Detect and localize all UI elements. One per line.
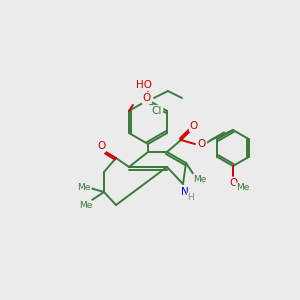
Text: Me: Me bbox=[193, 175, 207, 184]
Text: Cl: Cl bbox=[152, 106, 162, 116]
Text: H: H bbox=[188, 194, 194, 202]
Text: HO: HO bbox=[136, 80, 152, 90]
Text: Me: Me bbox=[79, 202, 93, 211]
Text: O: O bbox=[143, 93, 151, 103]
Text: O: O bbox=[198, 139, 206, 149]
Text: Me: Me bbox=[77, 182, 91, 191]
Text: O: O bbox=[190, 121, 198, 131]
Text: O: O bbox=[229, 178, 237, 188]
Text: N: N bbox=[181, 187, 189, 197]
Text: O: O bbox=[97, 141, 105, 151]
Text: Me: Me bbox=[236, 184, 250, 193]
